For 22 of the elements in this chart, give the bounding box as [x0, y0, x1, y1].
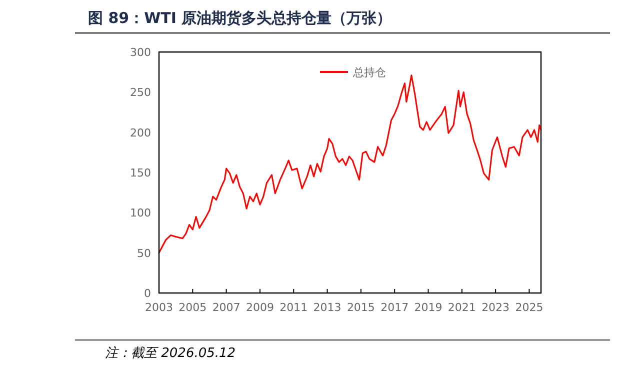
x-tick-label: 2005 [178, 301, 207, 314]
y-tick-label: 50 [137, 246, 151, 260]
x-tick-label: 2009 [246, 301, 274, 314]
x-tick-label: 2025 [515, 301, 544, 314]
y-tick-label: 100 [130, 206, 151, 220]
y-tick-label: 200 [130, 126, 151, 140]
y-tick-label: 150 [130, 166, 151, 180]
y-tick-label: 300 [130, 46, 151, 59]
x-tick-label: 2017 [380, 301, 409, 314]
x-tick-label: 2015 [346, 301, 375, 314]
x-tick-label: 2023 [482, 301, 510, 314]
text: 注：截至 2026.05.12 [105, 346, 236, 361]
x-tick-label: 2011 [280, 301, 308, 314]
x-tick-label: 2019 [414, 301, 442, 314]
y-tick-label: 0 [144, 287, 151, 300]
y-tick-label: 250 [130, 86, 151, 100]
x-tick-label: 2021 [448, 301, 476, 314]
legend-label: 总持仓 [352, 66, 386, 79]
x-tick-label: 2007 [212, 301, 240, 314]
x-tick-label: 2013 [313, 301, 342, 314]
chart-title: 图 89：WTI 原油期货多头总持仓量（万张） [88, 9, 392, 27]
x-tick-label: 2003 [145, 301, 173, 314]
